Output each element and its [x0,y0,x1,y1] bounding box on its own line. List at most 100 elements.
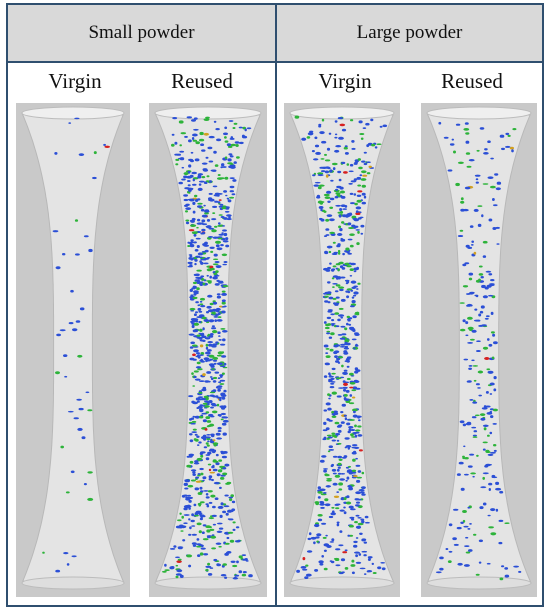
defect-dot [505,132,510,136]
defect-dot [218,312,221,315]
defect-dot [482,346,489,350]
defect-dot [327,393,331,396]
defect-dot [348,323,352,326]
defect-dot [314,501,320,504]
defect-dot [207,294,213,298]
defect-dot [323,543,330,547]
defect-dot [354,431,360,434]
defect-dot [204,210,210,213]
defect-dot [219,398,222,402]
defect-dot [206,280,212,282]
defect-dot [469,523,472,525]
defect-dot [371,143,376,147]
defect-dot [195,237,201,240]
defect-dot [480,305,485,309]
defect-dot [213,253,218,257]
defect-dot [466,421,472,425]
defect-dot [339,276,346,279]
defect-dot [328,132,332,135]
defect-dot [196,435,200,438]
defect-dot [87,409,93,412]
defect-dot [345,445,352,448]
defect-dot [189,264,193,267]
defect-dot [340,411,344,414]
defect-dot [357,498,362,501]
defect-dot [204,428,208,431]
defect-dot [349,394,353,397]
defect-dot [232,577,239,580]
defect-dot [215,432,221,436]
defect-dot [221,299,226,302]
defect-dot [498,541,503,545]
defect-dot [324,291,329,295]
defect-dot [222,330,228,333]
defect-dot [341,161,346,165]
defect-dot [465,334,469,337]
defect-dot [199,486,203,490]
defect-dot [179,574,184,578]
defect-dot [439,556,444,560]
defect-dot [471,329,477,333]
defect-dot [211,327,217,330]
defect-dot [335,325,340,328]
defect-dot [323,321,327,324]
defect-dot [221,396,226,400]
defect-dot [193,313,197,316]
defect-dot [344,152,349,155]
defect-dot [221,253,228,257]
defect-dot [201,278,205,281]
defect-dot [335,564,341,567]
column-label-small-virgin: Virgin [48,69,102,93]
defect-dot [356,176,362,180]
defect-dot [207,562,211,566]
defect-dot [350,202,355,205]
group-divider [275,5,277,605]
defect-dot [203,181,208,184]
defect-dot [206,274,209,277]
defect-dot [477,205,483,207]
defect-dot [476,350,481,352]
defect-dot [307,132,314,136]
defect-dot [484,148,488,151]
defect-dot [217,316,222,318]
defect-dot [237,539,241,543]
defect-dot [453,543,459,546]
defect-dot [492,333,496,337]
defect-dot [341,497,345,499]
defect-dot [217,505,224,509]
defect-dot [211,465,215,469]
defect-dot [189,418,192,421]
defect-dot [313,158,319,161]
defect-dot [319,563,324,566]
defect-dot [462,319,466,323]
defect-dot [70,470,75,474]
defect-dot [356,199,362,203]
defect-dot [213,443,217,447]
defect-dot [208,199,211,201]
defect-dot [324,503,331,507]
defect-dot [221,163,225,167]
defect-dot [321,170,326,173]
defect-dot [468,159,475,162]
defect-dot [344,437,350,440]
defect-dot [327,309,333,312]
defect-dot [372,572,377,574]
defect-dot [204,405,210,408]
defect-dot [476,340,481,342]
defect-dot [199,415,204,419]
defect-dot [477,223,482,227]
defect-dot [339,346,346,348]
defect-dot [338,286,345,289]
defect-dot [210,406,214,409]
defect-dot [346,476,350,480]
defect-dot [215,240,221,244]
defect-dot [495,187,501,191]
defect-dot [88,248,93,253]
defect-dot [338,356,344,359]
defect-dot [315,151,321,155]
specimen-bottom-face [426,576,532,590]
defect-dot [463,525,469,528]
defect-dot [469,453,475,456]
defect-dot [208,236,213,238]
defect-dot [206,219,211,222]
